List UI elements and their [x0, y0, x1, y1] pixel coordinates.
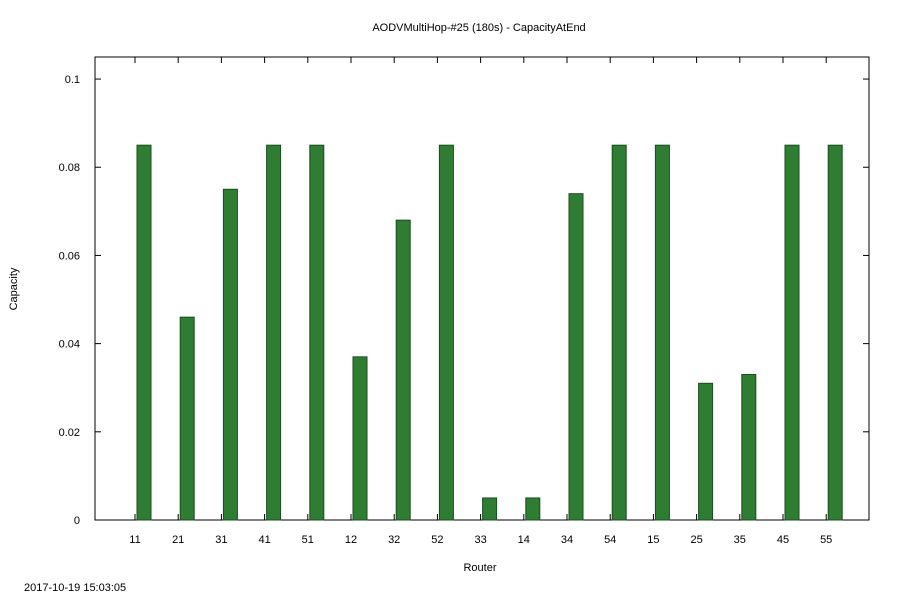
x-tick-labels: 11 21 31 41 51 12 32 52 33 14 34 54 15 25 35 45 55 [129, 534, 832, 546]
bar [698, 382, 714, 521]
x-tick-label: 25 [690, 534, 702, 546]
x-tick-label: 12 [345, 534, 357, 546]
x-tick-label: 21 [172, 534, 184, 546]
chart-title: AODVMultiHop-#25 (180s) - CapacityAtEnd [372, 22, 585, 34]
x-tick-label: 41 [258, 534, 270, 546]
bar [482, 497, 498, 521]
x-tick-label: 15 [647, 534, 659, 546]
bar [136, 144, 152, 521]
x-tick-label: 31 [215, 534, 227, 546]
y-tick-label: 0.1 [65, 74, 80, 86]
bar [179, 316, 195, 521]
bar [395, 219, 411, 521]
timestamp: 2017-10-19 15:03:05 [24, 582, 127, 594]
y-tick-label: 0 [74, 515, 80, 527]
x-tick-label: 35 [734, 534, 746, 546]
x-tick-label: 33 [474, 534, 486, 546]
bars [136, 144, 843, 521]
bar [222, 188, 238, 521]
y-axis-label: Capacity [8, 267, 20, 310]
x-tick-label: 54 [604, 534, 616, 546]
x-axis-label: Router [463, 562, 496, 574]
x-tick-label: 14 [518, 534, 530, 546]
bar [266, 144, 282, 521]
bar [784, 144, 800, 521]
x-tick-label: 34 [561, 534, 573, 546]
bar [568, 193, 584, 521]
y-tick-label: 0.08 [59, 162, 80, 174]
x-tick-label: 11 [129, 534, 140, 546]
plot-frame [94, 56, 870, 521]
bar [741, 373, 757, 521]
bar [438, 144, 454, 521]
x-tick-label: 32 [388, 534, 400, 546]
x-tick-label: 52 [431, 534, 443, 546]
bar [654, 144, 670, 521]
x-tick-label: 55 [820, 534, 832, 546]
y-tick-label: 0.02 [59, 427, 80, 439]
x-tick-label: 51 [302, 534, 314, 546]
bar [525, 497, 541, 521]
bar [611, 144, 627, 521]
y-tick-label: 0.06 [59, 250, 80, 262]
bar [352, 356, 368, 521]
bar [309, 144, 325, 521]
axis-ticks [95, 57, 869, 521]
y-tick-label: 0.04 [59, 339, 80, 351]
x-tick-label: 45 [777, 534, 789, 546]
y-tick-labels: 0 0.02 0.04 0.06 0.08 0.1 [59, 74, 80, 527]
bar [827, 144, 843, 521]
